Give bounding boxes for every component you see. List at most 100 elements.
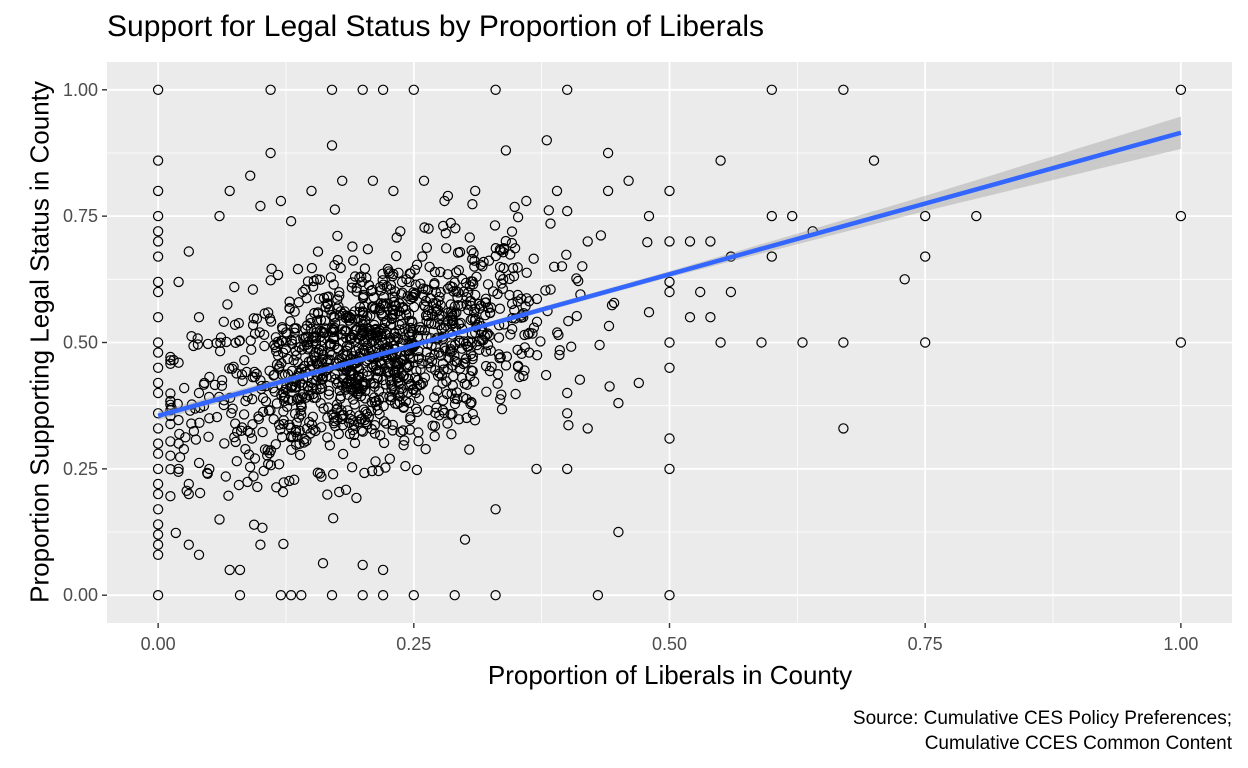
data-point [334, 310, 345, 321]
data-point [357, 426, 369, 437]
data-point [531, 316, 543, 327]
data-point [466, 245, 477, 256]
data-point [514, 371, 525, 383]
data-point [218, 316, 229, 327]
data-point [249, 453, 261, 464]
data-point [246, 394, 258, 405]
data-point [446, 319, 458, 330]
data-point [211, 411, 223, 423]
data-point [1175, 210, 1187, 222]
data-point [493, 332, 505, 343]
data-point [399, 435, 410, 446]
data-point [214, 210, 225, 222]
data-point [413, 436, 424, 447]
data-point [230, 337, 241, 348]
caption-line-1: Source: Cumulative CES Policy Preference… [852, 708, 1232, 729]
data-point [604, 381, 615, 392]
data-point [354, 416, 365, 428]
data-point [348, 384, 359, 395]
data-point [291, 394, 302, 405]
data-point [328, 332, 340, 344]
data-point [603, 320, 615, 332]
data-point [447, 315, 459, 326]
data-point [459, 534, 471, 545]
data-point [328, 513, 339, 524]
data-point [152, 539, 164, 550]
data-point [313, 293, 325, 304]
data-point [454, 246, 466, 258]
data-point [519, 365, 530, 376]
data-point [229, 432, 240, 443]
data-point [449, 301, 460, 312]
data-point [216, 375, 228, 386]
data-point [340, 484, 352, 495]
data-point [240, 395, 251, 407]
data-point [284, 475, 295, 487]
data-point [602, 147, 614, 159]
data-point [377, 84, 389, 96]
data-point [408, 291, 419, 303]
data-point [265, 405, 276, 416]
data-point [341, 326, 352, 337]
data-point [296, 409, 307, 420]
data-point [284, 302, 295, 314]
data-point [285, 590, 297, 601]
data-point [324, 304, 335, 315]
chart-title: Support for Legal Status by Proportion o… [107, 10, 765, 43]
data-point [552, 327, 563, 338]
data-point [265, 84, 276, 96]
data-point [430, 341, 441, 352]
data-point [296, 379, 308, 391]
data-point [234, 564, 246, 576]
data-point [440, 228, 451, 239]
data-point [361, 408, 373, 420]
data-point [362, 366, 373, 377]
data-point [204, 413, 215, 424]
data-point [332, 230, 343, 242]
data-point [453, 287, 464, 298]
data-point [562, 84, 573, 96]
data-point [152, 337, 164, 348]
data-point [582, 236, 593, 247]
data-point [310, 425, 321, 437]
data-point [300, 324, 311, 335]
data-point [442, 283, 453, 294]
data-point [369, 428, 381, 439]
data-point [275, 590, 287, 601]
data-point [328, 279, 339, 290]
data-point [487, 286, 499, 297]
data-point [540, 369, 552, 381]
data-point [420, 284, 431, 295]
data-point [193, 387, 205, 399]
data-point [417, 251, 428, 262]
data-point [204, 371, 215, 383]
data-point [285, 215, 297, 227]
data-point [305, 317, 316, 329]
data-point [347, 277, 358, 288]
data-point [223, 490, 234, 501]
data-point [474, 344, 485, 355]
data-point [429, 420, 441, 432]
data-point [152, 251, 164, 262]
data-point [192, 333, 203, 344]
data-point [228, 361, 239, 372]
data-point [495, 394, 506, 405]
data-point [395, 289, 407, 300]
data-point [335, 393, 346, 404]
data-point [388, 296, 399, 308]
data-point [220, 471, 231, 482]
data-point [308, 392, 319, 403]
data-point [312, 467, 323, 478]
data-point [346, 462, 358, 473]
data-point [289, 306, 300, 317]
data-point [231, 368, 242, 379]
data-point [442, 418, 453, 429]
data-point [705, 312, 716, 323]
data-point [337, 175, 348, 186]
data-point [265, 147, 276, 159]
data-point [325, 338, 336, 349]
data-point [289, 408, 301, 419]
data-point [359, 263, 371, 274]
data-point [556, 261, 568, 272]
data-point [152, 312, 164, 323]
